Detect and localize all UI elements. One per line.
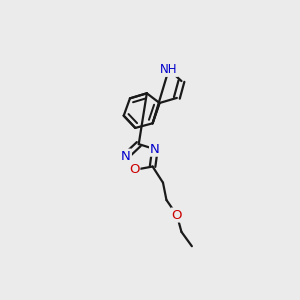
Text: N: N xyxy=(150,143,160,156)
Text: O: O xyxy=(129,164,140,176)
Text: NH: NH xyxy=(160,63,178,76)
Text: O: O xyxy=(172,208,182,221)
Text: N: N xyxy=(121,150,131,163)
